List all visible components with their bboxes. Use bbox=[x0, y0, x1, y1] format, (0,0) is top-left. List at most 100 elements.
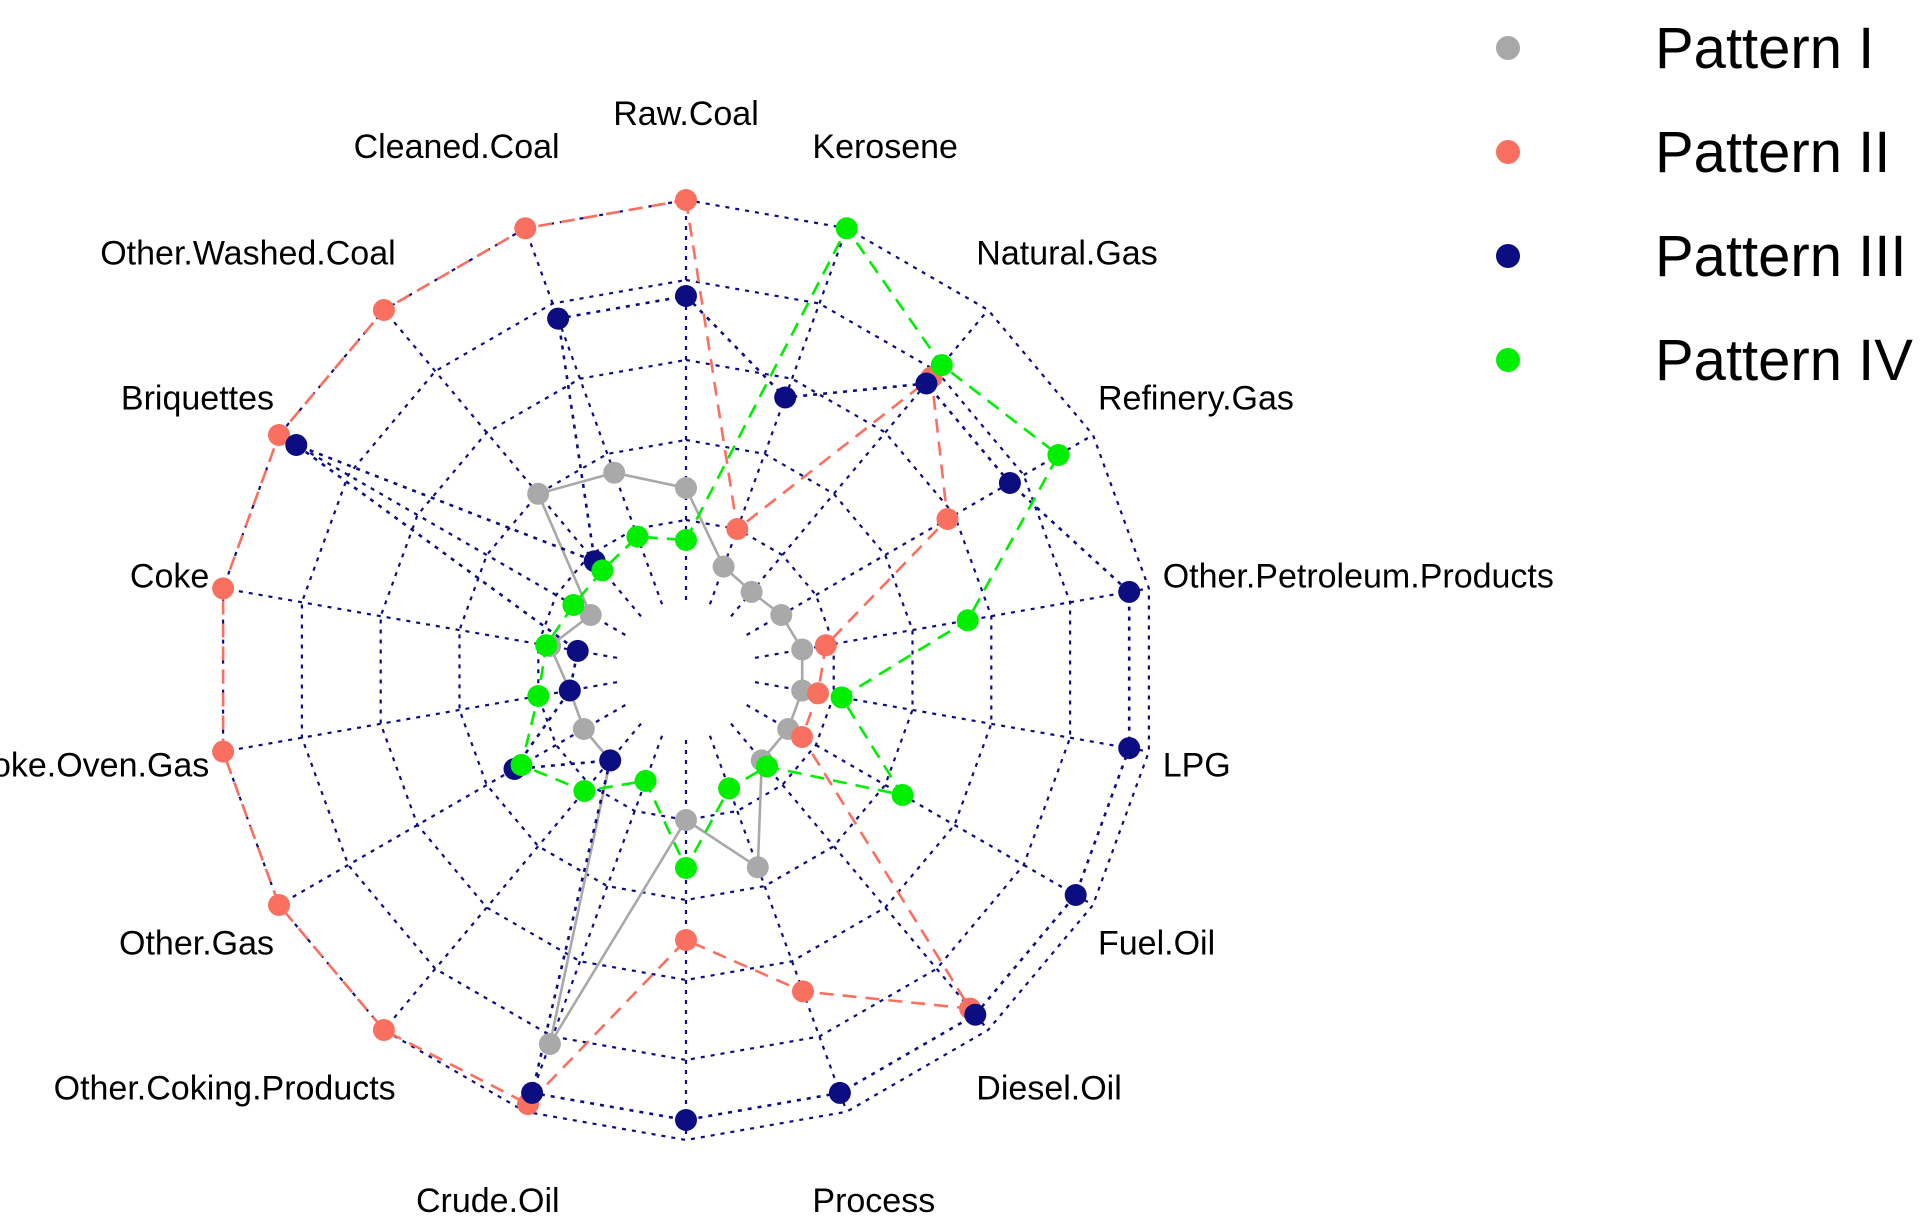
grid-spoke-lpg bbox=[754, 681, 1150, 753]
grid-spoke-diesel-oil bbox=[730, 722, 989, 1031]
axis-label-briquettes: Briquettes bbox=[121, 380, 274, 418]
point-pattern-iii-fuel-oil bbox=[1064, 884, 1087, 906]
grid-spoke-other-coking-products bbox=[383, 722, 642, 1031]
point-pattern-i-process bbox=[746, 856, 769, 879]
grid-ring-3 bbox=[379, 358, 993, 982]
point-pattern-iv-fuel-oil bbox=[891, 784, 914, 806]
grid-spoke-coke-oven-gas bbox=[222, 681, 618, 753]
point-pattern-ii-coke bbox=[212, 577, 235, 600]
point-pattern-iii-kerosene bbox=[774, 386, 797, 409]
point-pattern-ii-process bbox=[792, 980, 814, 1003]
series-points bbox=[212, 189, 1141, 1131]
point-pattern-ii-fuel-oil bbox=[791, 726, 813, 748]
grid-spoke-process bbox=[708, 735, 848, 1113]
point-pattern-iv-cleaned-coal bbox=[626, 525, 649, 548]
grid-spoke-other-washed-coal bbox=[383, 309, 642, 618]
series-line-pattern-iii bbox=[295, 294, 1131, 1122]
legend-marker-pattern-ii bbox=[1496, 140, 1520, 164]
axis-label-fuel-oil: Fuel.Oil bbox=[1098, 925, 1215, 963]
axis-label-natural-gas: Natural.Gas bbox=[976, 235, 1157, 273]
point-pattern-ii-briquettes bbox=[268, 424, 290, 446]
grid-spoke-cleaned-coal bbox=[524, 227, 664, 605]
point-pattern-iii-refinery-gas bbox=[998, 472, 1021, 494]
point-pattern-ii-raw-coal bbox=[675, 189, 697, 211]
point-pattern-iii-gasoline bbox=[675, 1109, 697, 1131]
grid-spoke-other-gas bbox=[278, 704, 626, 906]
point-pattern-iii-diesel-oil bbox=[964, 1003, 987, 1026]
grid-spoke-other-petroleum-products bbox=[754, 587, 1150, 659]
point-pattern-iii-briquettes bbox=[285, 434, 308, 456]
axis-label-crude-oil: Crude.Oil bbox=[416, 1182, 560, 1216]
axis-label-other-coking-products: Other.Coking.Products bbox=[54, 1070, 396, 1108]
point-pattern-iv-other-gas bbox=[510, 754, 533, 776]
grid-spoke-refinery-gas bbox=[746, 434, 1094, 636]
point-pattern-ii-lpg bbox=[807, 682, 829, 705]
point-pattern-i-other-washed-coal bbox=[527, 482, 550, 505]
axis-label-raw-coal: Raw.Coal bbox=[613, 95, 759, 133]
point-pattern-i-other-gas bbox=[572, 718, 595, 740]
point-pattern-ii-coke-oven-gas bbox=[212, 740, 235, 763]
point-pattern-i-crude-oil bbox=[538, 1033, 561, 1055]
point-pattern-iii-lpg bbox=[1118, 737, 1141, 760]
point-pattern-ii-refinery-gas bbox=[936, 508, 959, 530]
point-pattern-ii-other-coking-products bbox=[372, 1019, 395, 1041]
series-line-pattern-iv bbox=[519, 225, 1061, 871]
point-pattern-iii-coke bbox=[566, 639, 589, 662]
point-pattern-ii-other-gas bbox=[268, 894, 290, 916]
axis-label-coke: Coke bbox=[130, 557, 209, 595]
axis-label-other-gas: Other.Gas bbox=[119, 925, 274, 963]
grid-spoke-kerosene bbox=[708, 227, 848, 605]
point-pattern-iv-coke-oven-gas bbox=[527, 685, 550, 707]
point-pattern-i-briquettes bbox=[579, 604, 602, 626]
point-pattern-ii-other-petroleum-products bbox=[814, 634, 837, 657]
axis-label-coke-oven-gas: Coke.Oven.Gas bbox=[0, 747, 209, 785]
series-lines bbox=[221, 198, 1131, 1122]
point-pattern-iv-other-coking-products bbox=[573, 780, 596, 802]
legend-marker-pattern-iv bbox=[1496, 348, 1520, 372]
point-pattern-iii-coke-oven-gas bbox=[558, 679, 581, 702]
point-pattern-iv-other-washed-coal bbox=[591, 559, 614, 582]
point-pattern-iii-cleaned-coal bbox=[547, 307, 570, 330]
point-pattern-iv-raw-coal bbox=[675, 529, 697, 551]
legend-label-pattern-i: Pattern I bbox=[1655, 16, 1874, 81]
grid-spoke-briquettes bbox=[278, 434, 626, 636]
point-pattern-iv-other-petroleum-products bbox=[956, 609, 979, 632]
point-pattern-iv-process bbox=[718, 777, 741, 800]
point-pattern-iv-refinery-gas bbox=[1047, 444, 1070, 466]
grid-spoke-fuel-oil bbox=[746, 704, 1094, 906]
grid-spoke-coke bbox=[222, 587, 618, 659]
point-pattern-i-gasoline bbox=[675, 809, 697, 831]
point-pattern-iv-briquettes bbox=[562, 594, 585, 616]
point-pattern-iv-coke bbox=[535, 634, 558, 657]
point-pattern-iii-other-petroleum-products bbox=[1118, 580, 1141, 603]
legend-label-pattern-iii: Pattern III bbox=[1655, 224, 1906, 289]
point-pattern-ii-gasoline bbox=[675, 929, 697, 951]
point-pattern-iv-gasoline bbox=[675, 857, 697, 879]
grid-ring-1 bbox=[537, 518, 835, 822]
axis-label-lpg: LPG bbox=[1163, 747, 1231, 785]
point-pattern-iv-diesel-oil bbox=[756, 755, 778, 778]
point-pattern-ii-other-washed-coal bbox=[372, 299, 395, 321]
point-pattern-iii-natural-gas bbox=[915, 372, 938, 395]
point-pattern-i-refinery-gas bbox=[770, 604, 793, 626]
axis-label-cleaned-coal: Cleaned.Coal bbox=[354, 128, 560, 166]
point-pattern-iii-process bbox=[828, 1081, 851, 1104]
legend-marker-pattern-iii bbox=[1496, 244, 1520, 268]
point-pattern-i-other-petroleum-products bbox=[791, 638, 814, 661]
point-pattern-iii-crude-oil bbox=[521, 1081, 544, 1104]
axis-label-diesel-oil: Diesel.Oil bbox=[976, 1070, 1121, 1108]
axis-label-process: Process bbox=[812, 1182, 935, 1216]
point-pattern-i-natural-gas bbox=[740, 580, 763, 603]
axis-label-other-washed-coal: Other.Washed.Coal bbox=[100, 235, 395, 273]
legend-marker-pattern-i bbox=[1496, 36, 1520, 60]
point-pattern-iv-kerosene bbox=[835, 217, 858, 240]
point-pattern-ii-cleaned-coal bbox=[514, 217, 537, 240]
axis-label-other-petroleum-products: Other.Petroleum.Products bbox=[1163, 557, 1554, 595]
point-pattern-iv-lpg bbox=[830, 686, 853, 709]
legend-label-pattern-iv: Pattern IV bbox=[1655, 328, 1913, 393]
legend-label-pattern-ii: Pattern II bbox=[1655, 120, 1890, 185]
grid-ring-4 bbox=[300, 278, 1072, 1062]
point-pattern-i-raw-coal bbox=[675, 477, 697, 499]
point-pattern-iv-natural-gas bbox=[930, 354, 953, 377]
